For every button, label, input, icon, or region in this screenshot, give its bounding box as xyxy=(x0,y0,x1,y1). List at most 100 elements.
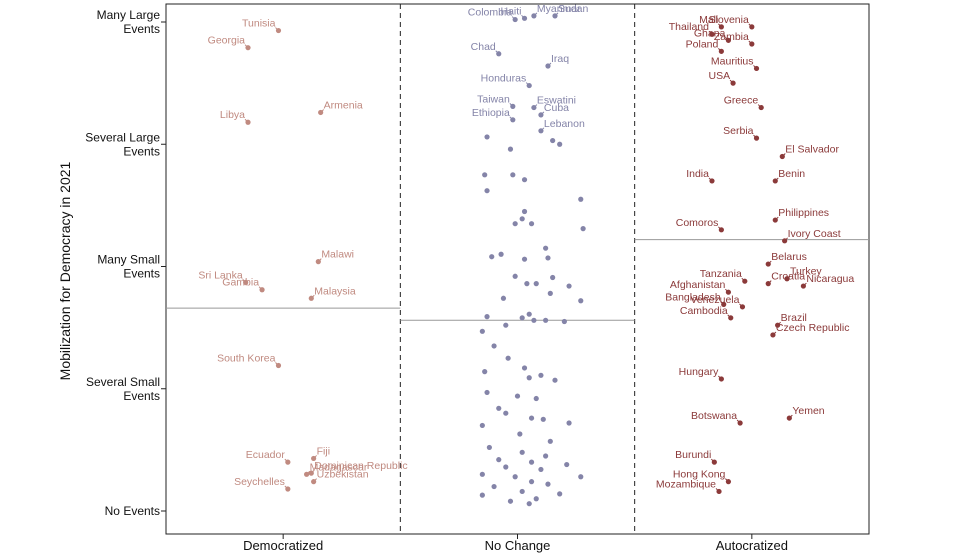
point-leader xyxy=(774,177,779,182)
point-leader xyxy=(310,294,315,299)
point-leader xyxy=(718,375,722,380)
point xyxy=(510,172,516,178)
point-label: Ghana xyxy=(694,27,726,39)
point-leader xyxy=(244,44,249,49)
point-marker xyxy=(550,137,556,144)
point-marker xyxy=(528,415,535,421)
point-label: Malaysia xyxy=(314,285,356,297)
point-label: Armenia xyxy=(324,99,363,111)
point-leader xyxy=(275,362,279,366)
point-leader xyxy=(554,12,559,17)
point xyxy=(566,283,572,289)
point-sri-lanka: Sri Lanka xyxy=(198,269,249,285)
point-leader xyxy=(784,237,788,242)
point-sudan: Sudan xyxy=(552,3,589,19)
point xyxy=(521,208,528,215)
point-leader xyxy=(774,216,779,221)
point-label: Nicaragua xyxy=(806,273,854,285)
point-marker xyxy=(496,457,502,463)
point-label: Ecuador xyxy=(246,449,286,461)
point xyxy=(503,410,509,416)
point-slovenia: Slovenia xyxy=(709,14,755,30)
point-colombia: Colombia xyxy=(468,7,518,23)
point-leader xyxy=(275,27,279,31)
point-marker xyxy=(543,245,549,251)
point-poland: Poland xyxy=(686,38,724,54)
point-greece: Greece xyxy=(724,95,764,111)
point-marker xyxy=(528,459,535,465)
point xyxy=(578,474,584,480)
point xyxy=(545,255,551,261)
point xyxy=(543,245,549,251)
point xyxy=(533,281,539,287)
point-marker xyxy=(543,453,549,459)
point-label: Malawi xyxy=(321,249,354,261)
point-uzbekistan: Uzbekistan xyxy=(311,469,369,485)
point-comoros: Comoros xyxy=(676,217,724,233)
point-malawi: Malawi xyxy=(315,249,354,265)
point-fiji: Fiji xyxy=(311,445,330,462)
point-marker xyxy=(505,355,511,361)
point-leader xyxy=(317,258,322,262)
point xyxy=(496,405,502,411)
point xyxy=(505,355,511,361)
point-leader xyxy=(525,82,530,86)
point xyxy=(482,369,488,375)
point-cuba: Cuba xyxy=(538,102,569,118)
point-leader xyxy=(753,65,757,69)
point-marker xyxy=(552,377,558,383)
data-points: Tunisia Georgia Armenia Libya Malawi Sri Lank… xyxy=(198,3,854,507)
point xyxy=(540,416,546,422)
point-label: Philippines xyxy=(778,207,829,219)
point-label: Zambia xyxy=(714,31,749,43)
point-marker xyxy=(533,496,539,502)
point-mozambique: Mozambique xyxy=(656,478,722,495)
point-label: Serbia xyxy=(723,125,754,137)
point-marker xyxy=(489,254,495,260)
point-leader xyxy=(720,301,725,305)
point-leader xyxy=(753,134,757,139)
point-botswana: Botswana xyxy=(691,410,743,426)
point-leader xyxy=(718,47,722,52)
point-marker xyxy=(512,273,518,279)
point-label: Lebanon xyxy=(544,118,585,130)
point-leader xyxy=(540,127,545,132)
point xyxy=(500,295,507,301)
point-thailand: Thailand xyxy=(669,21,715,37)
point-label: Greece xyxy=(724,95,759,107)
point-label: Haiti xyxy=(501,5,522,17)
point-label: Taiwan xyxy=(477,93,510,105)
point-myanmar: Myanmar xyxy=(531,3,581,19)
point-marker xyxy=(486,444,492,451)
point-marker xyxy=(526,311,532,317)
point-marker xyxy=(545,481,551,487)
point-leader xyxy=(748,23,753,28)
point-label: Libya xyxy=(220,109,245,121)
point-marker xyxy=(533,281,539,287)
point-marker xyxy=(540,416,546,422)
point xyxy=(561,318,567,325)
point xyxy=(580,226,586,232)
point xyxy=(528,479,535,485)
point xyxy=(507,146,514,152)
point-marker xyxy=(491,343,497,349)
point-leader xyxy=(242,279,247,283)
point-cambodia: Cambodia xyxy=(680,305,734,321)
point-leader xyxy=(767,280,772,284)
point-benin: Benin xyxy=(772,168,805,184)
group-mean-lines xyxy=(166,239,869,321)
point-marker xyxy=(514,393,521,399)
point-brazil: Brazil xyxy=(775,312,807,328)
point-india: India xyxy=(686,168,715,184)
point xyxy=(484,389,490,396)
point-label: India xyxy=(686,168,709,180)
point-marker xyxy=(503,410,509,416)
point-label: Bangladesh xyxy=(665,291,721,303)
point xyxy=(503,322,509,328)
y-tick-label: No Events xyxy=(105,504,160,518)
point xyxy=(514,393,521,399)
x-tick-label: No Change xyxy=(485,538,551,553)
point xyxy=(479,422,485,429)
point xyxy=(550,137,556,144)
